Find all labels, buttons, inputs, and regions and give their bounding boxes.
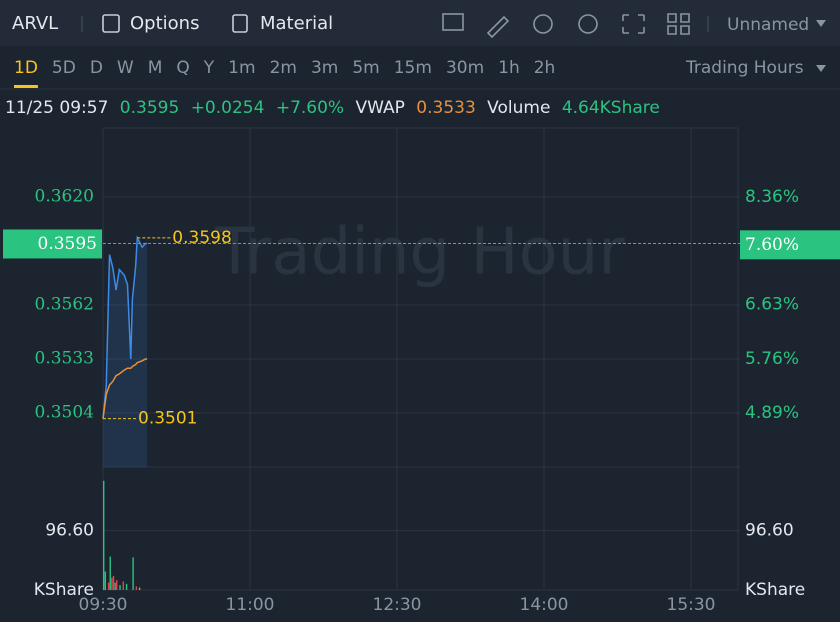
last-pct-badge <box>740 230 840 260</box>
volume-label: Volume <box>487 98 550 118</box>
price-area <box>103 237 148 467</box>
volume-bar <box>125 583 128 590</box>
high-label: 0.3598 <box>172 228 231 248</box>
quote-price: 0.3595 <box>120 98 179 118</box>
quote-change: +0.0254 <box>191 98 265 118</box>
timeframe-tab[interactable]: 2m <box>270 58 297 78</box>
x-tick-label: 12:30 <box>373 595 422 615</box>
timeframe-tab[interactable]: Y <box>203 58 215 78</box>
volume-bar <box>104 571 107 590</box>
series-line <box>102 235 148 419</box>
options-button[interactable]: Options <box>130 13 199 34</box>
session-select[interactable]: Trading Hours <box>685 58 804 78</box>
volume-bar <box>109 556 111 590</box>
volume-tick-label: 96.60 <box>45 521 94 541</box>
last-price-label: 0.3595 <box>38 234 97 254</box>
timeframe-tab[interactable]: W <box>117 58 134 78</box>
timeframe-tab[interactable]: 15m <box>394 58 432 78</box>
watermark: Trading Hour <box>214 216 625 290</box>
timeframes: 1D 5D D W M Q Y 1m 2m 3m 5m 15m 30m 1h 2h <box>14 58 555 88</box>
y2-tick-label: 6.63% <box>745 295 799 315</box>
timeframe-tab[interactable]: M <box>148 58 163 78</box>
volume-bar <box>103 480 105 590</box>
last-pct-label: 7.60% <box>745 235 799 255</box>
timeframe-tab[interactable]: 5m <box>352 58 379 78</box>
timeframe-tab[interactable]: 2h <box>534 58 556 78</box>
chart: 09:30 11:00 12:30 14:00 15:30 0.3620 0.3562 0.3… <box>3 127 840 615</box>
tool-icon[interactable] <box>442 13 464 31</box>
y-tick-label: 0.3620 <box>35 186 94 206</box>
timeframe-tab[interactable]: D <box>90 58 103 78</box>
volume-bar <box>132 557 134 590</box>
x-tick-label: 14:00 <box>520 595 569 615</box>
timeframe-tab[interactable]: 30m <box>446 58 484 78</box>
tool-icon[interactable] <box>533 14 553 34</box>
low-label: 0.3501 <box>138 409 197 429</box>
volume-bar <box>135 586 138 590</box>
timeframe-tab[interactable]: 1D <box>14 58 38 78</box>
vwap-value: 0.3533 <box>416 98 475 118</box>
tool-icon[interactable] <box>486 15 510 39</box>
volume-bar <box>111 577 113 590</box>
volume-bar <box>122 581 124 590</box>
volume-bar <box>119 585 121 590</box>
x-tick-label: 11:00 <box>226 595 275 615</box>
timeframe-tab[interactable]: Q <box>176 58 189 78</box>
dropdown-arrow <box>816 65 826 72</box>
timeframe-tab[interactable]: 1h <box>498 58 520 78</box>
material-icon <box>232 14 248 33</box>
y2-tick-label: 8.36% <box>745 187 799 207</box>
series-line <box>102 358 148 419</box>
volume-bar <box>107 582 110 590</box>
layout-name[interactable]: Unnamed <box>727 15 809 35</box>
vwap-label: VWAP <box>355 98 404 118</box>
quote-time: 11/25 09:57 <box>5 98 108 118</box>
volume-bar <box>138 587 141 590</box>
volume-unit: KShare <box>745 580 805 600</box>
y-tick-label: 0.3562 <box>35 294 94 314</box>
tool-icon[interactable] <box>622 14 645 34</box>
timeframe-tab[interactable]: 1m <box>228 58 255 78</box>
tool-icon[interactable] <box>578 14 598 34</box>
tab-underline <box>14 85 38 88</box>
last-price-badge <box>3 229 102 259</box>
material-button[interactable]: Material <box>260 13 333 34</box>
volume-bar <box>112 575 115 590</box>
volume-unit: KShare <box>34 580 94 600</box>
y-tick-label: 0.3504 <box>35 402 94 422</box>
toolbar <box>0 0 840 46</box>
volume-value: 4.64KShare <box>562 98 660 118</box>
y2-tick-label: 4.89% <box>745 403 799 423</box>
tool-icons <box>442 13 690 39</box>
x-tick-label: 09:30 <box>79 595 128 615</box>
y2-tick-label: 5.76% <box>745 349 799 369</box>
options-icon <box>102 14 120 33</box>
dropdown-arrow <box>816 20 826 27</box>
volume-bar <box>114 582 116 590</box>
tool-icon[interactable] <box>667 13 690 35</box>
quote-change-pct: +7.60% <box>276 98 344 118</box>
symbol[interactable]: ARVL <box>12 13 58 34</box>
y-tick-label: 0.3533 <box>35 348 94 368</box>
volume-tick-label: 96.60 <box>745 521 794 541</box>
timeframe-tab[interactable]: 5D <box>52 58 76 78</box>
timeframe-tab[interactable]: 3m <box>311 58 338 78</box>
quote-line: 11/25 09:57 0.3595 +0.0254 +7.60% VWAP 0… <box>5 98 660 118</box>
volume-bar <box>116 580 118 590</box>
x-tick-label: 15:30 <box>667 595 716 615</box>
